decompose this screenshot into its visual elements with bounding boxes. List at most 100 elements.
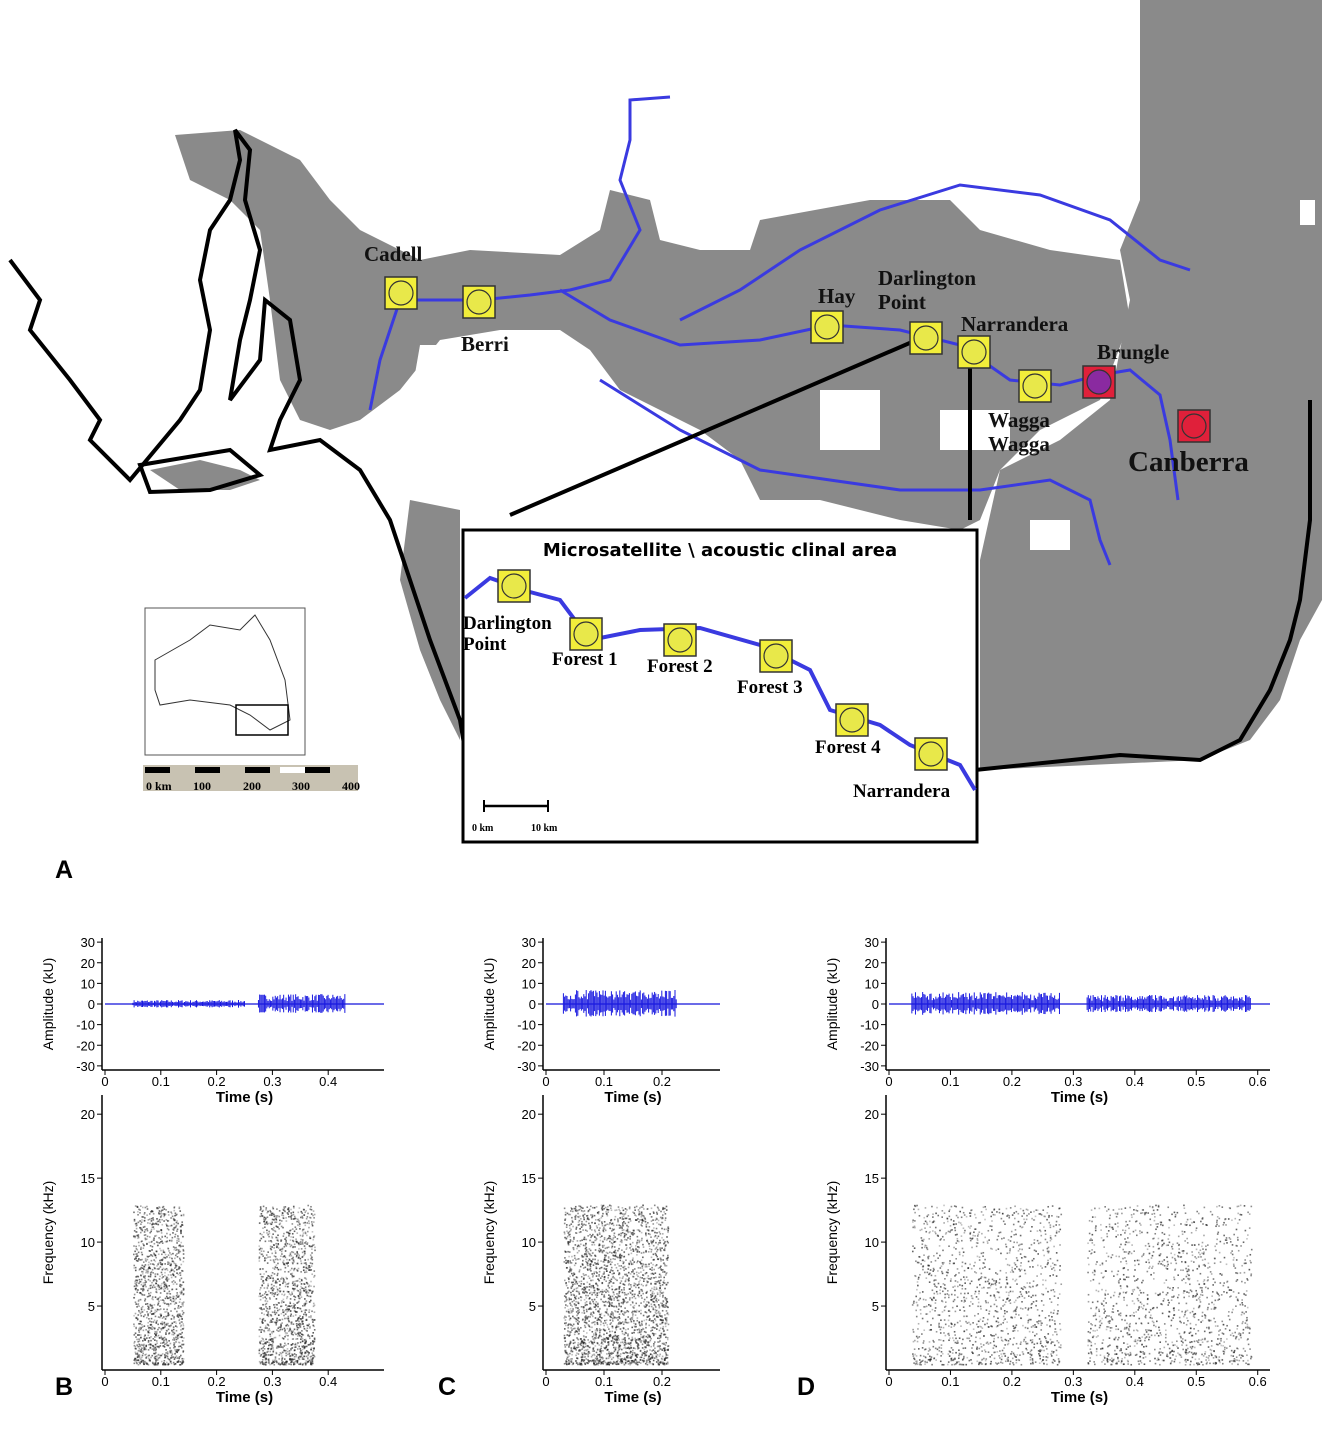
spectrogram-speck xyxy=(281,1247,284,1250)
spectrogram-speck xyxy=(147,1270,150,1273)
spectrogram-speck xyxy=(277,1262,279,1265)
spectrogram-speck xyxy=(571,1325,574,1327)
spectrogram-speck xyxy=(580,1342,582,1344)
spectrogram-speck xyxy=(313,1304,316,1307)
spectrogram-speck xyxy=(284,1329,286,1331)
spectrogram-speck xyxy=(145,1271,147,1274)
spectrogram-speck xyxy=(290,1244,293,1247)
x-tick-label: 0.1 xyxy=(152,1074,170,1089)
spectrogram-speck xyxy=(664,1306,666,1308)
spectrogram-speck xyxy=(592,1321,595,1324)
spectrogram-speck xyxy=(292,1280,294,1283)
spectrogram-speck xyxy=(662,1207,665,1210)
spectrogram-speck xyxy=(139,1226,141,1229)
spectrogram-speck xyxy=(161,1236,164,1239)
spectrogram-speck xyxy=(610,1269,612,1271)
spectrogram-speck xyxy=(132,1235,135,1237)
spectrogram-speck xyxy=(311,1361,314,1364)
spectrogram-speck xyxy=(293,1346,296,1349)
spectrogram-speck xyxy=(136,1352,139,1355)
spectrogram-speck xyxy=(606,1252,609,1255)
spectrogram-speck xyxy=(144,1354,146,1356)
spectrogram-speck xyxy=(620,1359,622,1361)
spectrogram-speck xyxy=(296,1254,298,1257)
spectrogram-speck xyxy=(166,1351,169,1353)
spectrogram-speck xyxy=(285,1236,288,1239)
spectrogram-speck xyxy=(599,1356,601,1358)
spectrogram-speck xyxy=(585,1242,587,1245)
y-tick-label: -30 xyxy=(76,1059,95,1074)
spectrogram-speck xyxy=(268,1296,271,1299)
spectrogram-speck xyxy=(574,1205,577,1208)
spectrogram-speck xyxy=(297,1218,299,1221)
spectrogram-speck xyxy=(269,1277,272,1279)
spectrogram-speck xyxy=(578,1219,581,1222)
spectrogram-speck xyxy=(143,1213,146,1216)
spectrogram-speck xyxy=(141,1270,143,1273)
spectrogram-speck xyxy=(616,1361,618,1363)
spectrogram-speck xyxy=(666,1240,669,1243)
spectrogram-speck xyxy=(290,1305,293,1307)
spectrogram-speck xyxy=(588,1329,591,1331)
spectrogram-speck xyxy=(157,1334,160,1337)
spectrogram-speck xyxy=(156,1206,158,1209)
spectrogram-speck xyxy=(156,1319,158,1322)
spectrogram-speck xyxy=(662,1319,664,1321)
spectrogram-speck xyxy=(264,1303,267,1306)
spectrogram-speck xyxy=(568,1330,571,1333)
spectrogram-speck xyxy=(597,1362,600,1364)
spectrogram-speck xyxy=(301,1287,303,1290)
spectrogram-speck xyxy=(564,1213,567,1216)
spectrogram-speck xyxy=(608,1354,611,1357)
spectrogram-speck xyxy=(618,1346,621,1348)
spectrogram-speck xyxy=(259,1342,262,1345)
spectrogram-speck xyxy=(301,1323,304,1325)
spectrogram-speck xyxy=(589,1302,591,1305)
spectrogram-speck xyxy=(312,1321,314,1323)
spectrogram-speck xyxy=(568,1346,570,1348)
spectrogram-speck xyxy=(654,1308,657,1311)
spectrogram-speck xyxy=(636,1284,639,1287)
spectrogram-speck xyxy=(151,1348,154,1350)
spectrogram-speck xyxy=(274,1266,277,1268)
spectrogram-speck xyxy=(141,1288,144,1290)
spectrogram-speck xyxy=(568,1298,571,1300)
spectrogram-speck xyxy=(586,1215,588,1217)
spectrogram-speck xyxy=(619,1321,621,1323)
spectrogram-speck xyxy=(134,1205,137,1207)
spectrogram-speck xyxy=(299,1315,301,1317)
spectrogram-speck xyxy=(293,1295,295,1298)
spectrogram-speck xyxy=(300,1296,303,1298)
spectrogram-speck xyxy=(141,1344,143,1346)
spectrogram-speck xyxy=(135,1279,137,1282)
spectrogram-speck xyxy=(592,1315,594,1318)
spectrogram-speck xyxy=(619,1217,621,1219)
spectrogram-speck xyxy=(265,1353,267,1356)
spectrogram-speck xyxy=(612,1291,615,1294)
spectrogram-speck xyxy=(280,1346,282,1348)
spectrogram-speck xyxy=(577,1317,580,1319)
spectrogram-speck xyxy=(589,1268,592,1270)
panel-label: D xyxy=(797,1373,816,1401)
spectrogram-speck xyxy=(283,1207,286,1210)
spectrogram-speck xyxy=(577,1338,580,1341)
spectrogram-speck xyxy=(148,1329,151,1331)
spectrogram-speck xyxy=(137,1354,140,1356)
spectrogram-speck xyxy=(307,1356,309,1359)
spectrogram-speck xyxy=(611,1273,614,1275)
spectrogram-speck xyxy=(149,1275,152,1278)
spectrogram-speck xyxy=(284,1264,286,1267)
spectrogram-speck xyxy=(648,1310,651,1312)
spectrogram-speck xyxy=(633,1320,635,1322)
spectrogram-speck xyxy=(278,1330,281,1332)
spectrogram-speck xyxy=(648,1361,650,1364)
spectrogram-speck xyxy=(140,1248,142,1250)
spectrogram-speck xyxy=(598,1270,601,1273)
spectrogram-speck xyxy=(655,1306,657,1308)
spectrogram-speck xyxy=(179,1286,182,1288)
spectrogram-speck xyxy=(576,1276,579,1279)
spectrogram-speck xyxy=(584,1288,587,1290)
spectrogram-speck xyxy=(295,1360,297,1362)
spectrogram-speck xyxy=(605,1259,607,1261)
spectrogram-speck xyxy=(646,1301,648,1303)
